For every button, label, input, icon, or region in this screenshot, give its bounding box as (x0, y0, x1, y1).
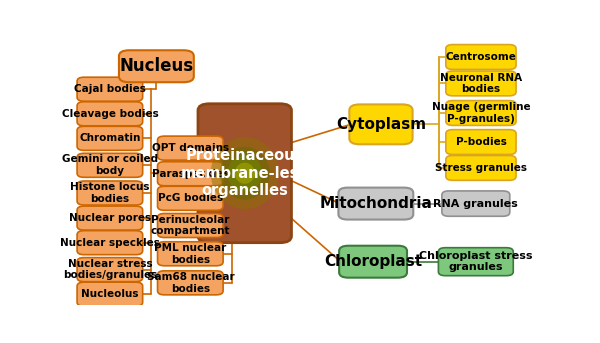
Text: Chromatin: Chromatin (79, 133, 140, 143)
Text: Cytoplasm: Cytoplasm (336, 117, 426, 132)
FancyBboxPatch shape (339, 246, 407, 278)
FancyBboxPatch shape (158, 186, 223, 210)
Text: Paraspeckles: Paraspeckles (152, 169, 229, 179)
FancyBboxPatch shape (77, 282, 143, 306)
FancyBboxPatch shape (119, 50, 194, 82)
Text: Perinucleolar
compartment: Perinucleolar compartment (151, 215, 230, 236)
Text: Proteinaceous
membrane-less
organelles: Proteinaceous membrane-less organelles (181, 148, 308, 198)
Text: Nuage (germline
P-granules): Nuage (germline P-granules) (431, 102, 530, 124)
Text: Mitochondria: Mitochondria (319, 196, 432, 211)
FancyBboxPatch shape (77, 102, 143, 126)
FancyBboxPatch shape (77, 258, 143, 282)
FancyBboxPatch shape (77, 126, 143, 150)
Text: Nucleolus: Nucleolus (81, 289, 139, 299)
Text: PML nuclear
bodies: PML nuclear bodies (154, 243, 226, 264)
Text: Nucleus: Nucleus (119, 57, 193, 75)
FancyBboxPatch shape (77, 77, 143, 101)
FancyBboxPatch shape (446, 71, 516, 96)
Text: OPT domains: OPT domains (152, 143, 229, 153)
FancyBboxPatch shape (158, 242, 223, 266)
FancyBboxPatch shape (446, 155, 516, 180)
FancyBboxPatch shape (439, 248, 513, 276)
FancyBboxPatch shape (446, 100, 516, 126)
FancyBboxPatch shape (158, 136, 223, 160)
Ellipse shape (220, 147, 269, 200)
FancyBboxPatch shape (158, 271, 223, 295)
Text: Chloroplast: Chloroplast (324, 254, 422, 269)
Text: RNA granules: RNA granules (433, 199, 518, 209)
Text: PcG bodies: PcG bodies (158, 193, 223, 203)
Text: Chloroplast stress
granules: Chloroplast stress granules (419, 251, 533, 272)
Text: Nuclear stress
bodies/granules: Nuclear stress bodies/granules (63, 259, 157, 281)
Text: P-bodies: P-bodies (455, 137, 506, 147)
Text: Nuclear speckles: Nuclear speckles (60, 238, 160, 248)
Text: Stress granules: Stress granules (435, 163, 527, 173)
Text: Cajal bodies: Cajal bodies (74, 84, 146, 94)
Ellipse shape (211, 137, 279, 209)
FancyBboxPatch shape (338, 188, 413, 220)
FancyBboxPatch shape (158, 162, 223, 186)
FancyBboxPatch shape (77, 181, 143, 205)
Text: Sam68 nuclear
bodies: Sam68 nuclear bodies (146, 272, 234, 294)
Text: Centrosome: Centrosome (446, 52, 517, 62)
FancyBboxPatch shape (198, 104, 292, 243)
FancyBboxPatch shape (77, 206, 143, 230)
Text: Neuronal RNA
bodies: Neuronal RNA bodies (440, 73, 522, 94)
Text: Histone locus
bodies: Histone locus bodies (70, 182, 149, 204)
FancyBboxPatch shape (77, 230, 143, 255)
FancyBboxPatch shape (446, 45, 516, 69)
FancyBboxPatch shape (77, 153, 143, 177)
Ellipse shape (227, 155, 262, 191)
Text: Gemini or coiled
body: Gemini or coiled body (62, 154, 158, 176)
FancyBboxPatch shape (158, 213, 223, 237)
Ellipse shape (235, 163, 254, 184)
FancyBboxPatch shape (349, 104, 413, 144)
FancyBboxPatch shape (442, 191, 510, 216)
FancyBboxPatch shape (446, 130, 516, 154)
Text: Nuclear pores: Nuclear pores (69, 213, 151, 223)
Text: Cleavage bodies: Cleavage bodies (62, 109, 158, 119)
